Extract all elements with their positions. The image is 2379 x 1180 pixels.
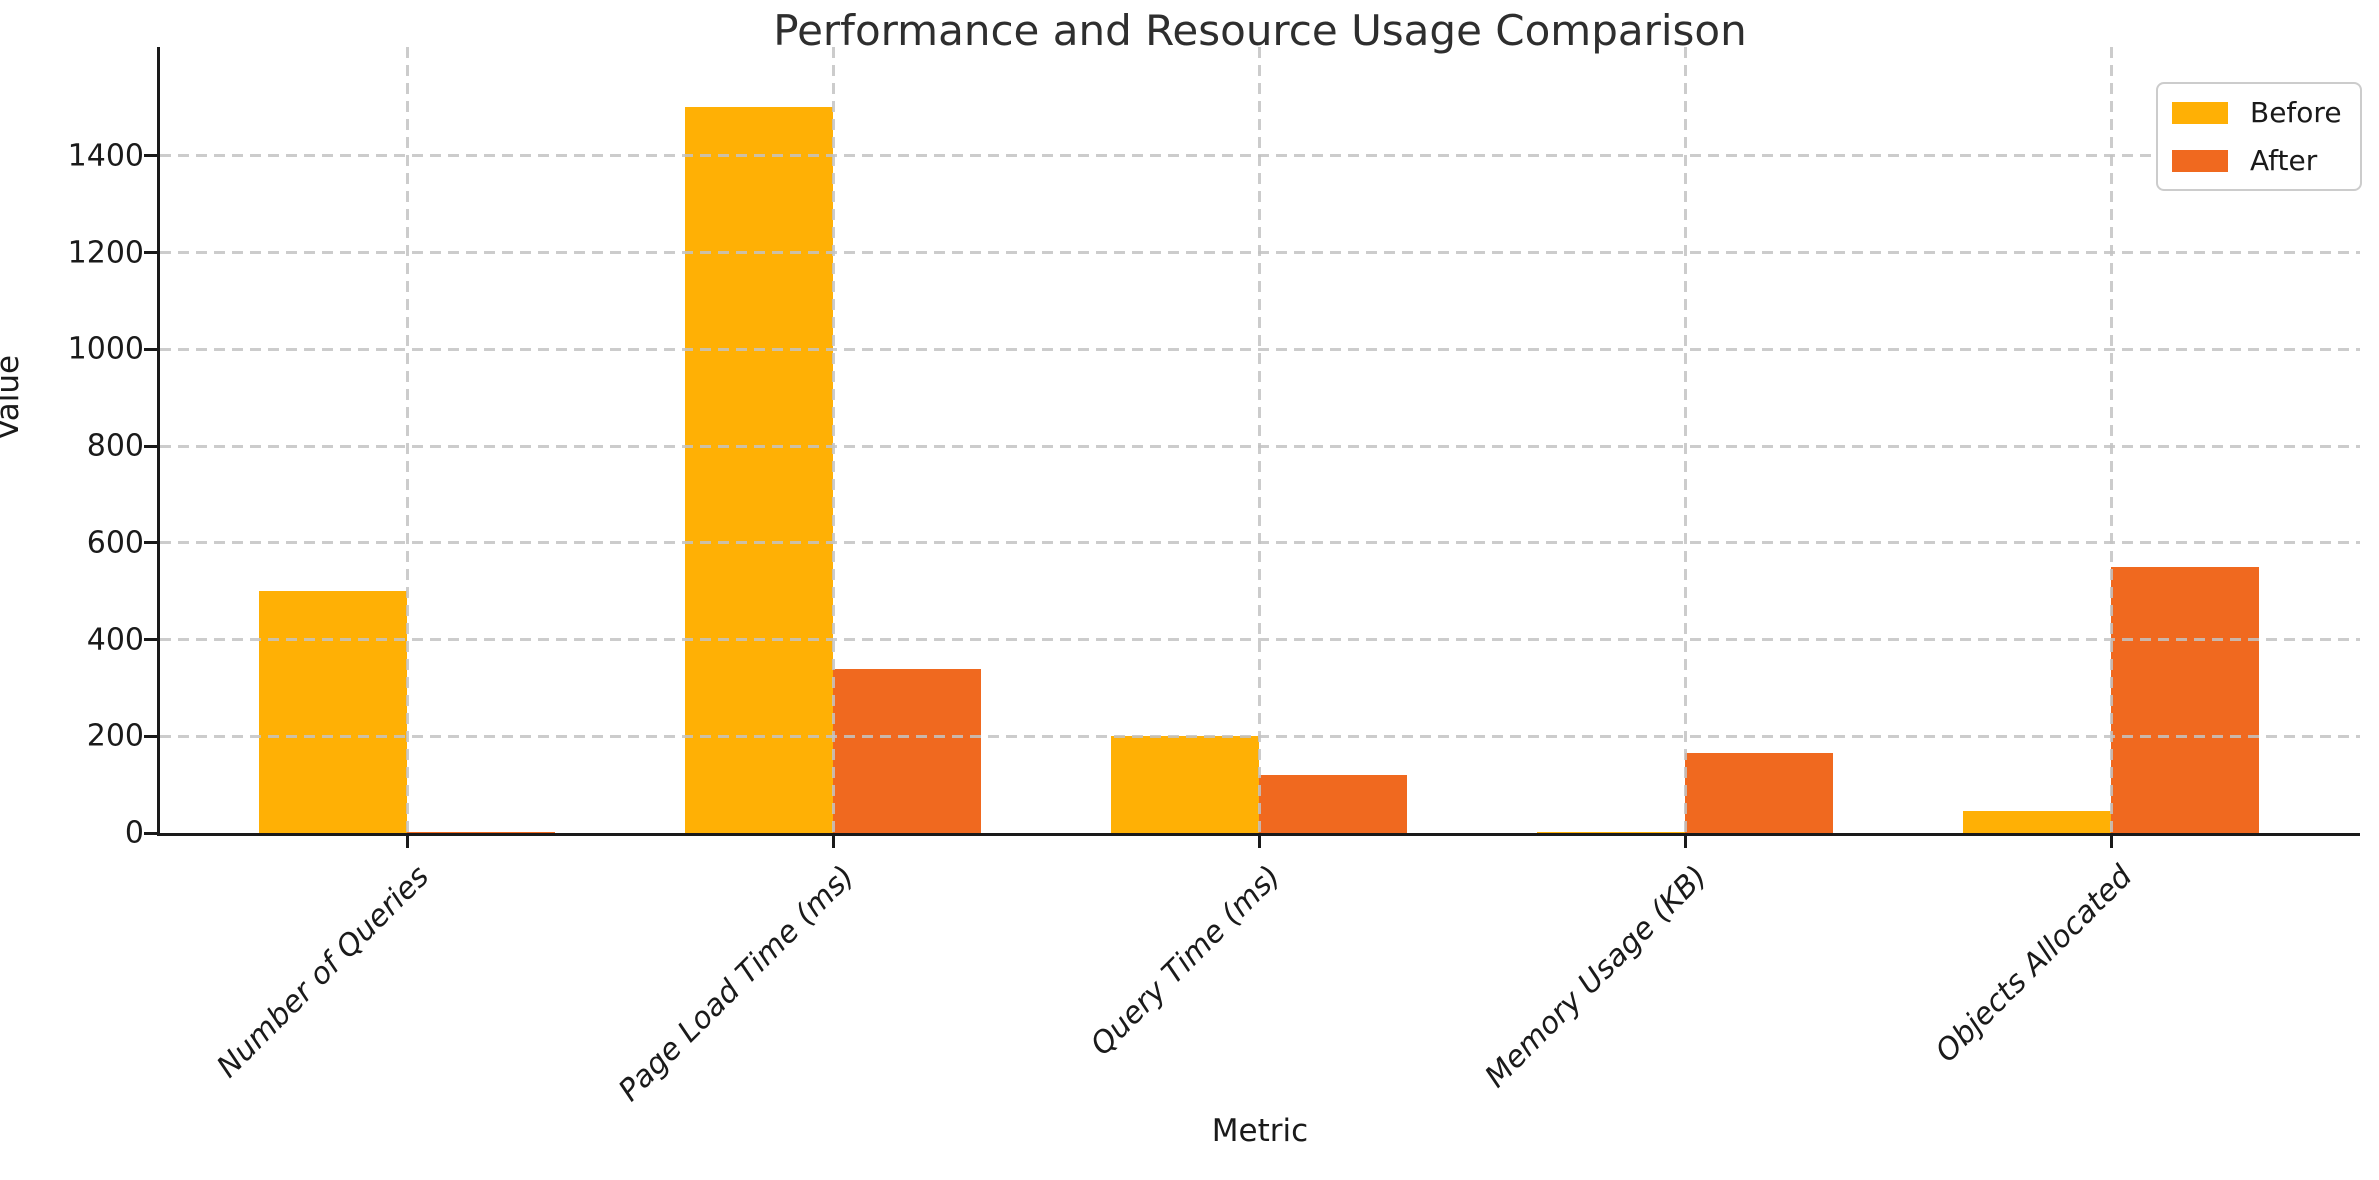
legend-label: After (2250, 144, 2318, 177)
y-tick-label: 1000 (67, 331, 144, 367)
y-tick-mark (144, 541, 157, 545)
x-tick-mark (1257, 836, 1261, 848)
y-tick-mark (144, 154, 157, 158)
bar-after-2 (1259, 774, 1407, 833)
bar-before-2 (1111, 736, 1259, 833)
bar-after-4 (2111, 566, 2259, 833)
legend-item-before: Before (2172, 96, 2342, 129)
y-tick-mark (144, 347, 157, 351)
x-tick-mark (1683, 836, 1687, 848)
gridline-v (2109, 47, 2113, 833)
legend-swatch-after (2172, 149, 2228, 172)
plot-area: 0 200 400 600 800 1000 1200 1400 Number of Queri… (68, 47, 2360, 1108)
bar-after-1 (833, 668, 981, 833)
y-axis-spine (157, 47, 160, 836)
x-tick-label: Number of Queries (209, 859, 436, 1085)
gridline-v (1683, 47, 1687, 833)
chart-title: Performance and Resource Usage Compariso… (773, 6, 1747, 55)
y-axis-label: Value (0, 354, 26, 440)
y-tick-label: 800 (86, 428, 144, 464)
x-tick-mark (405, 836, 409, 848)
y-tick-mark (144, 734, 157, 738)
x-axis-label: Metric (1211, 1113, 1309, 1149)
bar-after-0 (407, 832, 555, 833)
legend-swatch-before (2172, 101, 2228, 124)
x-axis-spine (157, 833, 2360, 836)
y-tick-mark (144, 638, 157, 642)
bar-before-3 (1537, 831, 1685, 833)
x-tick-mark (831, 836, 835, 848)
gridline-v (1257, 47, 1261, 833)
y-tick-label: 200 (86, 718, 144, 754)
x-tick-mark (2109, 836, 2113, 848)
x-tick-label: Objects Allocated (1929, 859, 2140, 1070)
y-tick-label: 1200 (67, 235, 144, 271)
x-tick-label: Query Time (ms) (1084, 859, 1288, 1063)
y-tick-label: 1400 (67, 138, 144, 174)
x-tick-label: Page Load Time (ms) (612, 859, 862, 1109)
y-tick-mark (144, 831, 157, 835)
legend-label: Before (2250, 96, 2342, 129)
legend: Before After (2156, 82, 2362, 191)
legend-item-after: After (2172, 144, 2342, 177)
bar-before-0 (259, 591, 407, 833)
y-tick-mark (144, 251, 157, 255)
bar-after-3 (1685, 753, 1833, 833)
y-tick-label: 600 (86, 525, 144, 561)
gridline-v (831, 47, 835, 833)
y-tick-mark (144, 444, 157, 448)
bar-before-1 (685, 107, 833, 833)
y-tick-label: 400 (86, 622, 144, 658)
y-tick-label: 0 (124, 815, 144, 851)
bar-before-4 (1963, 811, 2111, 833)
gridline-v (405, 47, 409, 833)
x-tick-label: Memory Usage (KB) (1478, 859, 1714, 1095)
